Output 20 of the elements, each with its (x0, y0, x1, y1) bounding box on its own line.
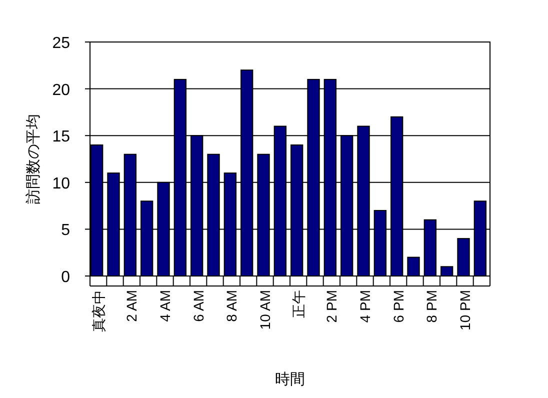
x-tick-label: 8 PM (424, 290, 440, 323)
y-axis-title: 訪問数の平均 (25, 114, 42, 204)
y-tick-label: 25 (52, 35, 70, 52)
x-tick-label: 2 PM (324, 290, 340, 323)
x-tick-label: 6 PM (390, 290, 406, 323)
y-tick-label: 15 (52, 128, 70, 146)
y-tick-label: 10 (52, 175, 70, 192)
x-axis-title: 時間 (275, 371, 305, 388)
x-tick-label: 10 PM (457, 290, 473, 330)
y-tick-label: 20 (52, 82, 70, 99)
y-tick-label: 5 (61, 222, 70, 240)
x-tick-label: 4 PM (357, 290, 373, 323)
x-tick-label: 4 AM (157, 290, 173, 322)
x-tick-label: 6 AM (190, 290, 206, 322)
x-tick-label: 真夜中 (90, 290, 106, 332)
x-tick-label: 正午 (290, 290, 306, 318)
x-tick-label: 8 AM (224, 290, 240, 322)
x-tick-label: 10 AM (257, 290, 273, 330)
x-tick-label: 2 AM (124, 290, 140, 322)
y-tick-label: 0 (61, 269, 70, 286)
